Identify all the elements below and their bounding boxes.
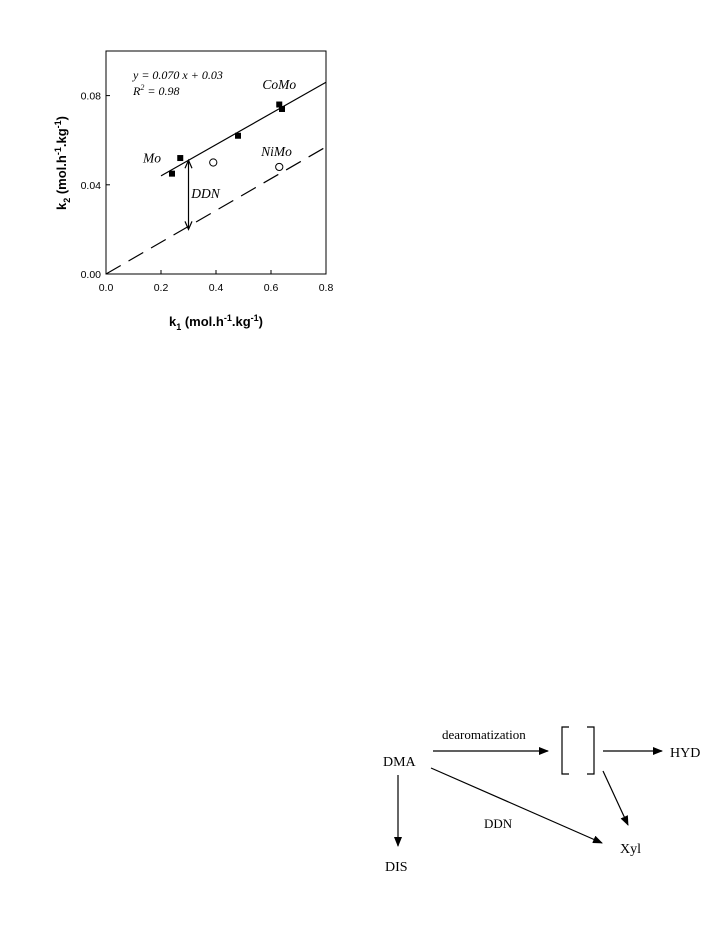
annotation-ddn: DDN <box>190 186 220 201</box>
x-axis-sub: 1 <box>176 322 181 332</box>
annotations: CoMo Mo NiMo DDN <box>142 77 296 201</box>
y-axis-end: ) <box>54 116 69 120</box>
data-point-square <box>276 101 283 108</box>
intermediate-bracket-right <box>587 726 595 775</box>
y-axis-unit: (mol.h <box>54 155 69 198</box>
x-axis-end: ) <box>259 314 263 329</box>
x-axis-mid: .kg <box>232 314 251 329</box>
data-point-square <box>169 170 175 177</box>
node-hyd: HYD <box>670 746 700 761</box>
r-squared-exp: 2 <box>140 83 144 92</box>
data-point-square <box>279 105 285 112</box>
node-xyl: Xyl <box>620 842 641 857</box>
data-point-square <box>177 155 184 162</box>
node-dma: DMA <box>383 755 417 770</box>
y-axis-exp2: -1 <box>53 120 63 128</box>
x-axis-base: k <box>169 314 177 329</box>
node-dis: DIS <box>385 860 408 875</box>
edge-label-ddn: DDN <box>484 816 513 831</box>
y-axis-mid: .kg <box>54 128 69 147</box>
x-axis-title: k1 (mol.h-1.kg-1) <box>169 313 263 332</box>
data-point-circle <box>275 162 284 172</box>
x-tick-label: 0.6 <box>264 282 279 294</box>
x-tick-label: 0.0 <box>99 282 114 294</box>
y-tick-label: 0.00 <box>81 269 102 281</box>
annotation-mo: Mo <box>142 151 161 166</box>
y-axis-title: k2 (mol.h-1.kg-1) <box>53 116 72 210</box>
x-axis-exp2: -1 <box>251 313 259 323</box>
x-tick-label: 0.8 <box>319 282 334 294</box>
x-tick-label: 0.2 <box>154 282 169 294</box>
arrow-dma-to-xyl <box>430 767 603 844</box>
annotation-nimo: NiMo <box>260 144 292 159</box>
y-tick-label: 0.04 <box>81 180 102 192</box>
y-axis-ticks: 0.00 0.04 0.08 <box>81 91 110 281</box>
data-point-circle <box>209 158 218 167</box>
x-axis-ticks: 0.0 0.2 0.4 0.6 0.8 <box>99 270 334 294</box>
y-axis-exp1: -1 <box>53 147 63 155</box>
r-squared-line: R2 = 0.98 <box>132 83 179 98</box>
arrow-intermediate-to-xyl <box>602 770 629 826</box>
ddn-double-arrow <box>184 158 193 231</box>
equation-line: y = 0.070 x + 0.03 <box>132 68 223 82</box>
annotation-como: CoMo <box>262 77 296 92</box>
edge-label-dearomatization: dearomatization <box>442 727 526 742</box>
data-point-square <box>235 132 241 139</box>
y-axis-base: k <box>54 202 69 210</box>
data-points <box>169 101 285 177</box>
ddn-arrow-head-bottom <box>184 221 193 231</box>
r-squared-base: R <box>132 84 141 98</box>
x-axis-exp1: -1 <box>224 313 232 323</box>
x-axis-unit: (mol.h <box>181 314 224 329</box>
y-axis-sub: 2 <box>62 198 72 203</box>
x-tick-label: 0.4 <box>209 282 224 294</box>
ddn-arrow-head-top <box>184 158 193 169</box>
intermediate-bracket-left <box>561 726 569 775</box>
dashed-reference-line <box>105 146 327 275</box>
r-squared-value: = 0.98 <box>144 84 179 98</box>
y-tick-label: 0.08 <box>81 91 102 103</box>
